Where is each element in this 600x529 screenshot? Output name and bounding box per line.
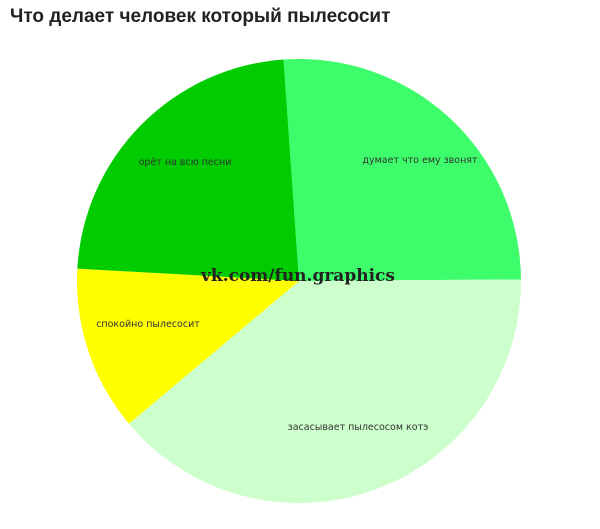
- slice-label: думает что ему звонят: [362, 155, 478, 166]
- pie-slice: [77, 268, 300, 424]
- watermark: vk.com/fun.graphics: [200, 266, 395, 286]
- pie-slice: [128, 279, 521, 503]
- slice-label: орёт на всю песни: [139, 157, 232, 168]
- pie-slice: [77, 59, 299, 282]
- pie-slice: [283, 58, 521, 281]
- slice-label: засасывает пылесосом котэ: [288, 422, 429, 433]
- slice-label: спокойно пылесосит: [96, 319, 200, 330]
- chart-title: Что делает человек который пылесосит: [10, 6, 391, 27]
